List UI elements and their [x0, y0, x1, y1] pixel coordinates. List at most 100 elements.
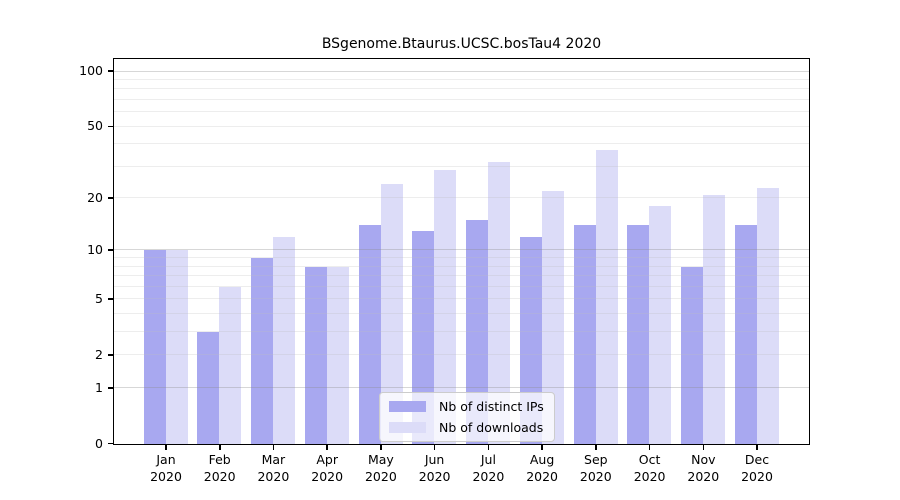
x-tick-label: Aug 2020 [510, 452, 574, 485]
x-tick [433, 445, 436, 450]
x-tick-label: Apr 2020 [295, 452, 359, 485]
x-tick [219, 445, 221, 450]
minor-gridline [114, 98, 809, 100]
x-tick-label: Mar 2020 [241, 452, 305, 485]
minor-gridline [114, 275, 809, 277]
legend-label-distinct-ips: Nb of distinct IPs [439, 399, 544, 414]
bar-distinct-ips [680, 266, 703, 444]
x-tick-label-month: Mar [261, 452, 286, 467]
x-tick-label-year: 2020 [741, 468, 773, 484]
y-tick [108, 387, 113, 389]
bar-distinct-ips [143, 250, 166, 444]
y-tick-label: 0 [95, 435, 103, 451]
x-tick-label: Oct 2020 [618, 452, 682, 485]
major-gridline [114, 387, 809, 388]
minor-gridline [114, 197, 809, 199]
bar-downloads [488, 161, 511, 444]
x-tick [595, 445, 597, 450]
x-tick-label: Dec 2020 [725, 452, 789, 485]
x-tick-label: Feb 2020 [188, 452, 252, 485]
x-tick-label-month: May [367, 452, 394, 467]
minor-gridline [114, 165, 809, 167]
x-tick [648, 445, 651, 450]
x-tick-label-month: Nov [691, 452, 716, 467]
legend-item-downloads: Nb of downloads [389, 420, 544, 435]
x-tick-label-month: Oct [638, 452, 661, 467]
bar-distinct-ips [412, 231, 435, 444]
bar-distinct-ips [304, 266, 327, 444]
x-tick-label-month: Feb [208, 452, 231, 467]
bar-downloads [541, 190, 564, 444]
bar-distinct-ips [466, 220, 489, 444]
bar-distinct-ips [627, 225, 650, 444]
plot-area [113, 58, 810, 445]
x-tick-label-year: 2020 [579, 468, 612, 484]
minor-gridline [114, 354, 809, 356]
legend-swatch-distinct-ips [389, 401, 426, 412]
y-tick [108, 442, 113, 445]
y-tick-label: 50 [87, 118, 103, 134]
bar-downloads [649, 206, 672, 444]
y-tick-label: 10 [87, 242, 103, 258]
bar-downloads [756, 187, 779, 444]
x-tick-label: Sep 2020 [564, 452, 628, 485]
x-tick-label-year: 2020 [150, 468, 182, 484]
legend-label-downloads: Nb of downloads [439, 420, 544, 435]
y-tick-label: 20 [87, 189, 103, 205]
x-tick [702, 445, 704, 450]
x-tick-label-year: 2020 [633, 468, 666, 484]
x-tick-label: Jul 2020 [456, 452, 520, 485]
bar-distinct-ips [358, 225, 381, 444]
y-tick [108, 354, 113, 356]
bar-downloads [595, 150, 618, 444]
minor-gridline [114, 257, 809, 259]
legend-swatch-downloads [389, 422, 426, 433]
x-tick-label: Jan 2020 [134, 452, 198, 485]
bar-distinct-ips [197, 332, 220, 444]
minor-gridline [114, 88, 809, 90]
bar-distinct-ips [251, 258, 274, 444]
x-tick [487, 445, 490, 450]
bar-downloads [702, 194, 725, 444]
legend: Nb of distinct IPs Nb of downloads [379, 392, 555, 442]
y-tick [108, 125, 113, 128]
x-tick-label-year: 2020 [687, 468, 720, 484]
x-tick-label-month: Sep [584, 452, 608, 467]
x-tick-label-year: 2020 [203, 468, 236, 484]
minor-gridline [114, 125, 809, 127]
minor-gridline [114, 111, 809, 113]
bar-distinct-ips [573, 225, 596, 444]
major-gridline [114, 249, 809, 251]
bar-downloads [326, 266, 349, 444]
x-tick [326, 445, 328, 450]
x-tick-label: Jun 2020 [403, 452, 467, 485]
bar-downloads [273, 237, 296, 444]
bar-downloads [434, 169, 457, 444]
minor-gridline [114, 298, 809, 300]
x-tick-label-year: 2020 [526, 468, 558, 484]
x-tick-label-month: Jun [424, 452, 445, 467]
x-tick-label-month: Apr [316, 452, 338, 467]
y-tick [108, 70, 113, 72]
x-tick-label-year: 2020 [418, 468, 451, 484]
y-tick-label: 2 [95, 347, 103, 362]
x-tick-label-month: Jul [480, 452, 496, 467]
x-tick [165, 445, 167, 450]
x-tick [272, 445, 275, 450]
y-tick-label: 100 [79, 63, 103, 79]
chart-title: BSgenome.Btaurus.UCSC.bosTau4 2020 [321, 36, 602, 52]
x-tick-label: May 2020 [349, 452, 413, 485]
y-tick-label: 1 [95, 379, 103, 395]
x-tick-label-year: 2020 [472, 468, 505, 484]
y-tick [108, 298, 113, 300]
bar-downloads [380, 184, 403, 444]
x-tick [380, 445, 382, 450]
x-tick-label-month: Dec [744, 452, 770, 467]
bar-downloads [219, 286, 242, 444]
x-tick [756, 445, 758, 450]
x-tick-label-month: Aug [529, 452, 555, 467]
y-tick [108, 197, 113, 199]
major-gridline [114, 70, 809, 72]
